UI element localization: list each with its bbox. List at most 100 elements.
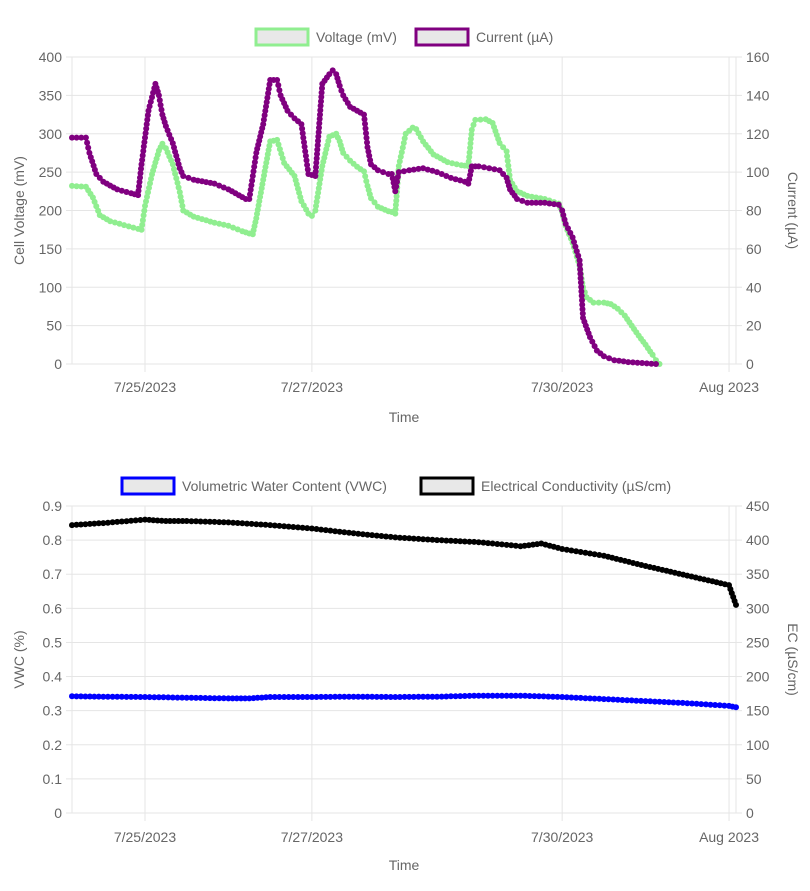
data-point[interactable]: [157, 102, 164, 108]
data-point[interactable]: [303, 157, 310, 164]
data-point[interactable]: [362, 120, 368, 127]
data-point[interactable]: [114, 186, 121, 193]
data-point[interactable]: [151, 694, 158, 701]
data-point[interactable]: [362, 125, 369, 132]
data-point[interactable]: [118, 693, 125, 700]
data-point[interactable]: [533, 199, 540, 206]
data-point[interactable]: [394, 178, 400, 185]
data-point[interactable]: [230, 224, 237, 231]
data-point[interactable]: [260, 116, 267, 123]
data-point[interactable]: [299, 130, 306, 137]
data-point[interactable]: [136, 183, 142, 190]
data-point[interactable]: [546, 200, 553, 207]
data-point[interactable]: [420, 165, 427, 172]
data-point[interactable]: [312, 173, 319, 179]
data-point[interactable]: [185, 174, 192, 181]
data-point[interactable]: [350, 693, 357, 700]
data-point[interactable]: [496, 140, 503, 146]
data-point[interactable]: [363, 134, 370, 141]
data-point[interactable]: [252, 154, 259, 161]
data-point[interactable]: [579, 306, 586, 313]
data-point[interactable]: [78, 183, 85, 190]
data-point[interactable]: [265, 85, 272, 92]
data-point[interactable]: [401, 693, 408, 700]
data-point[interactable]: [136, 179, 143, 185]
data-point[interactable]: [202, 518, 209, 525]
data-point[interactable]: [312, 168, 319, 175]
data-point[interactable]: [578, 288, 585, 295]
data-point[interactable]: [569, 234, 576, 241]
data-point[interactable]: [466, 154, 473, 160]
data-point[interactable]: [406, 167, 413, 174]
data-point[interactable]: [100, 693, 107, 700]
data-point[interactable]: [498, 541, 505, 548]
data-point[interactable]: [174, 694, 181, 701]
data-point[interactable]: [486, 165, 493, 172]
data-point[interactable]: [267, 522, 274, 529]
data-point[interactable]: [424, 166, 431, 173]
data-point[interactable]: [143, 198, 149, 205]
data-point[interactable]: [315, 129, 322, 136]
data-point[interactable]: [265, 90, 272, 97]
data-point[interactable]: [429, 536, 436, 543]
data-point[interactable]: [299, 524, 306, 531]
data-point[interactable]: [111, 219, 118, 226]
data-point[interactable]: [183, 694, 190, 701]
data-point[interactable]: [148, 175, 154, 182]
data-point[interactable]: [260, 121, 267, 128]
data-point[interactable]: [638, 697, 644, 704]
data-point[interactable]: [628, 697, 635, 704]
data-point[interactable]: [396, 158, 403, 165]
data-point[interactable]: [400, 140, 407, 146]
data-point[interactable]: [589, 338, 596, 345]
data-point[interactable]: [465, 158, 472, 165]
data-point[interactable]: [541, 199, 548, 206]
data-point[interactable]: [137, 170, 144, 177]
data-point[interactable]: [69, 522, 75, 529]
data-point[interactable]: [288, 111, 294, 118]
data-point[interactable]: [461, 538, 468, 545]
legend-swatch[interactable]: [120, 476, 176, 496]
data-point[interactable]: [395, 169, 402, 176]
data-point[interactable]: [220, 221, 227, 228]
data-point[interactable]: [559, 546, 566, 552]
data-point[interactable]: [233, 695, 240, 702]
data-point[interactable]: [121, 222, 128, 229]
data-point[interactable]: [656, 698, 663, 705]
data-point[interactable]: [327, 693, 334, 700]
data-point[interactable]: [562, 220, 569, 227]
data-point[interactable]: [138, 226, 145, 233]
data-point[interactable]: [114, 693, 121, 700]
data-point[interactable]: [82, 521, 89, 528]
data-point[interactable]: [308, 212, 315, 219]
data-point[interactable]: [114, 518, 121, 525]
data-point[interactable]: [526, 693, 533, 699]
data-point[interactable]: [251, 163, 258, 170]
data-point[interactable]: [197, 518, 204, 525]
data-point[interactable]: [415, 535, 422, 542]
data-point[interactable]: [579, 301, 586, 308]
data-point[interactable]: [327, 527, 334, 534]
data-point[interactable]: [225, 695, 232, 702]
data-point[interactable]: [647, 698, 654, 705]
data-point[interactable]: [298, 121, 305, 128]
data-point[interactable]: [396, 694, 403, 700]
data-point[interactable]: [290, 694, 297, 700]
data-point[interactable]: [449, 160, 456, 167]
data-point[interactable]: [438, 171, 445, 177]
data-point[interactable]: [86, 693, 93, 700]
data-point[interactable]: [343, 153, 350, 160]
data-point[interactable]: [467, 140, 474, 147]
data-point[interactable]: [605, 696, 612, 703]
data-point[interactable]: [470, 121, 477, 128]
data-point[interactable]: [104, 519, 111, 526]
data-point[interactable]: [434, 693, 440, 700]
data-point[interactable]: [420, 693, 427, 700]
data-point[interactable]: [284, 107, 291, 114]
data-point[interactable]: [138, 161, 145, 168]
data-point[interactable]: [573, 248, 580, 255]
data-point[interactable]: [587, 334, 593, 341]
data-point[interactable]: [355, 530, 362, 537]
data-point[interactable]: [146, 184, 152, 191]
data-point[interactable]: [123, 518, 130, 525]
